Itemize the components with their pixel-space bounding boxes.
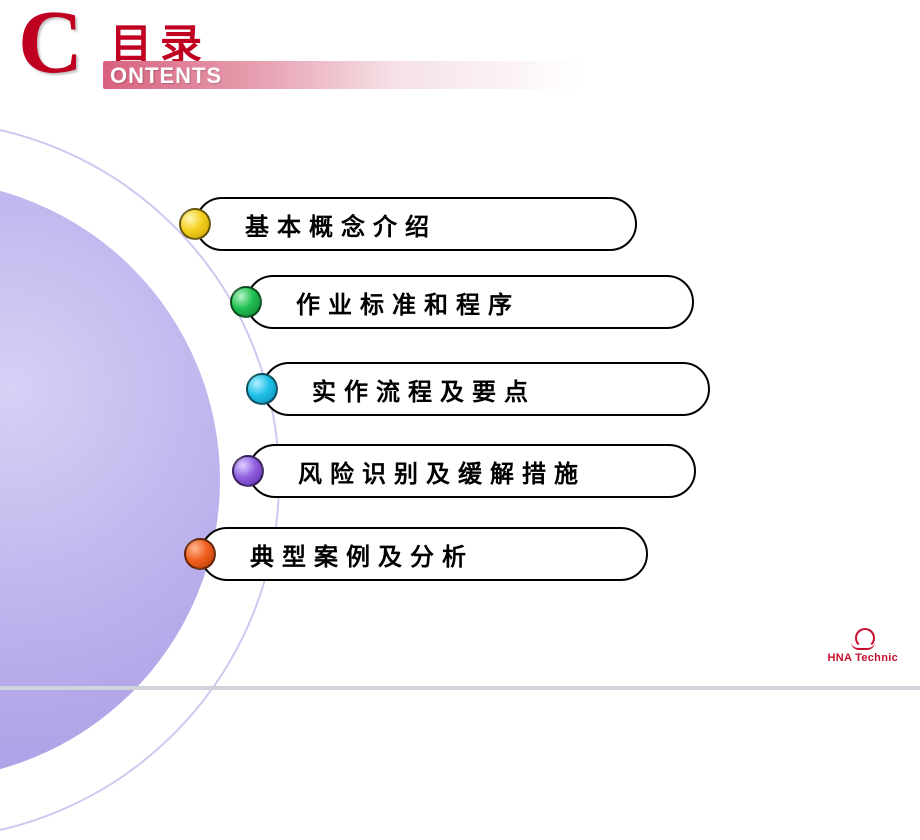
footer-brand-logo: HNA Technic [827,628,898,664]
toc-pill: 作业标准和程序 [246,275,694,329]
toc-item-label: 典型案例及分析 [250,537,474,572]
bullet-icon [184,538,216,570]
bullet-icon [232,455,264,487]
brand-icon [851,628,875,650]
toc-pill: 典型案例及分析 [200,527,648,581]
toc-pill: 实作流程及要点 [262,362,710,416]
slide-bottom-border [0,686,920,690]
bullet-icon [230,286,262,318]
bullet-icon [179,208,211,240]
toc-item-label: 基本概念介绍 [245,207,437,242]
brand-name: HNA Technic [827,652,898,664]
toc-item-label: 实作流程及要点 [312,372,536,407]
bullet-icon [246,373,278,405]
table-of-contents: 基本概念介绍 作业标准和程序 实作流程及要点 风险识别及缓解措施 典型案例及分析 [0,0,920,690]
toc-pill: 基本概念介绍 [195,197,637,251]
toc-pill: 风险识别及缓解措施 [248,444,696,498]
toc-item-label: 作业标准和程序 [296,285,520,320]
toc-item-label: 风险识别及缓解措施 [298,454,586,489]
